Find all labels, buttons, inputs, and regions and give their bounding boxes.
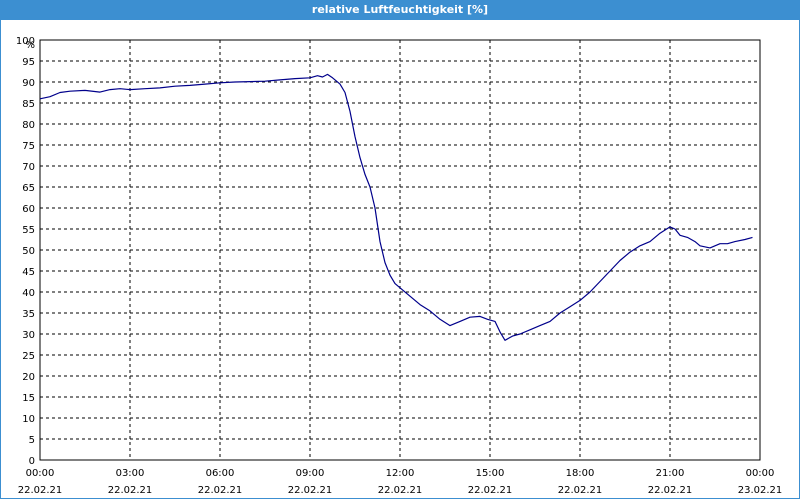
chart-axes — [39, 39, 761, 461]
x-tick-date: 22.02.21 — [198, 485, 243, 496]
grid-lines — [40, 39, 760, 460]
y-tick-label: 5 — [29, 435, 35, 446]
x-tick-time: 15:00 — [476, 468, 505, 479]
x-tick-date: 22.02.21 — [378, 485, 423, 496]
x-tick-time: 00:00 — [746, 468, 775, 479]
y-tick-label: 20 — [22, 372, 35, 383]
x-tick-labels: 00:00 22.02.21 03:00 22.02.21 06:00 22.02.21 0… — [18, 468, 783, 496]
y-tick-label: 30 — [22, 330, 35, 341]
y-axis-unit: % — [25, 40, 35, 51]
y-tick-label: 70 — [22, 162, 35, 173]
y-tick-label: 85 — [22, 99, 35, 110]
x-tick-time: 06:00 — [206, 468, 235, 479]
y-tick-labels: 0 5 10 15 20 25 30 35 40 45 50 55 60 65 70 75 80 85 90 95 10… — [16, 36, 35, 467]
y-tick-label: 35 — [22, 309, 35, 320]
x-tick-date: 22.02.21 — [108, 485, 153, 496]
humidity-series-line — [39, 73, 753, 341]
y-tick-label: 80 — [22, 120, 35, 131]
x-tick-time: 21:00 — [656, 468, 685, 479]
y-tick-label: 0 — [29, 456, 35, 467]
window-title: relative Luftfeuchtigkeit [%] — [0, 0, 800, 20]
x-tick-time: 12:00 — [386, 468, 415, 479]
x-tick-date: 23.02.21 — [738, 485, 783, 496]
x-tick-time: 18:00 — [566, 468, 595, 479]
y-tick-label: 10 — [22, 414, 35, 425]
y-tick-label: 90 — [22, 78, 35, 89]
y-tick-label: 75 — [22, 141, 35, 152]
x-tick-time: 00:00 — [26, 468, 55, 479]
plot-frame — [39, 39, 761, 461]
x-tick-date: 22.02.21 — [648, 485, 693, 496]
y-tick-label: 50 — [22, 246, 35, 257]
x-tick-date: 22.02.21 — [18, 485, 63, 496]
y-tick-label: 100 — [16, 36, 35, 47]
x-tick-date: 22.02.21 — [288, 485, 333, 496]
y-tick-label: 15 — [22, 393, 35, 404]
y-tick-label: 45 — [22, 267, 35, 278]
x-tick-time: 03:00 — [116, 468, 145, 479]
y-tick-label: 65 — [22, 183, 35, 194]
x-tick-date: 22.02.21 — [468, 485, 513, 496]
y-tick-label: 60 — [22, 204, 35, 215]
x-tick-time: 09:00 — [296, 468, 325, 479]
plot-series — [39, 73, 753, 341]
y-tick-label: 95 — [22, 57, 35, 68]
x-tick-date: 22.02.21 — [558, 485, 603, 496]
y-tick-label: 40 — [22, 288, 35, 299]
y-tick-label: 25 — [22, 351, 35, 362]
y-tick-label: 55 — [22, 225, 35, 236]
